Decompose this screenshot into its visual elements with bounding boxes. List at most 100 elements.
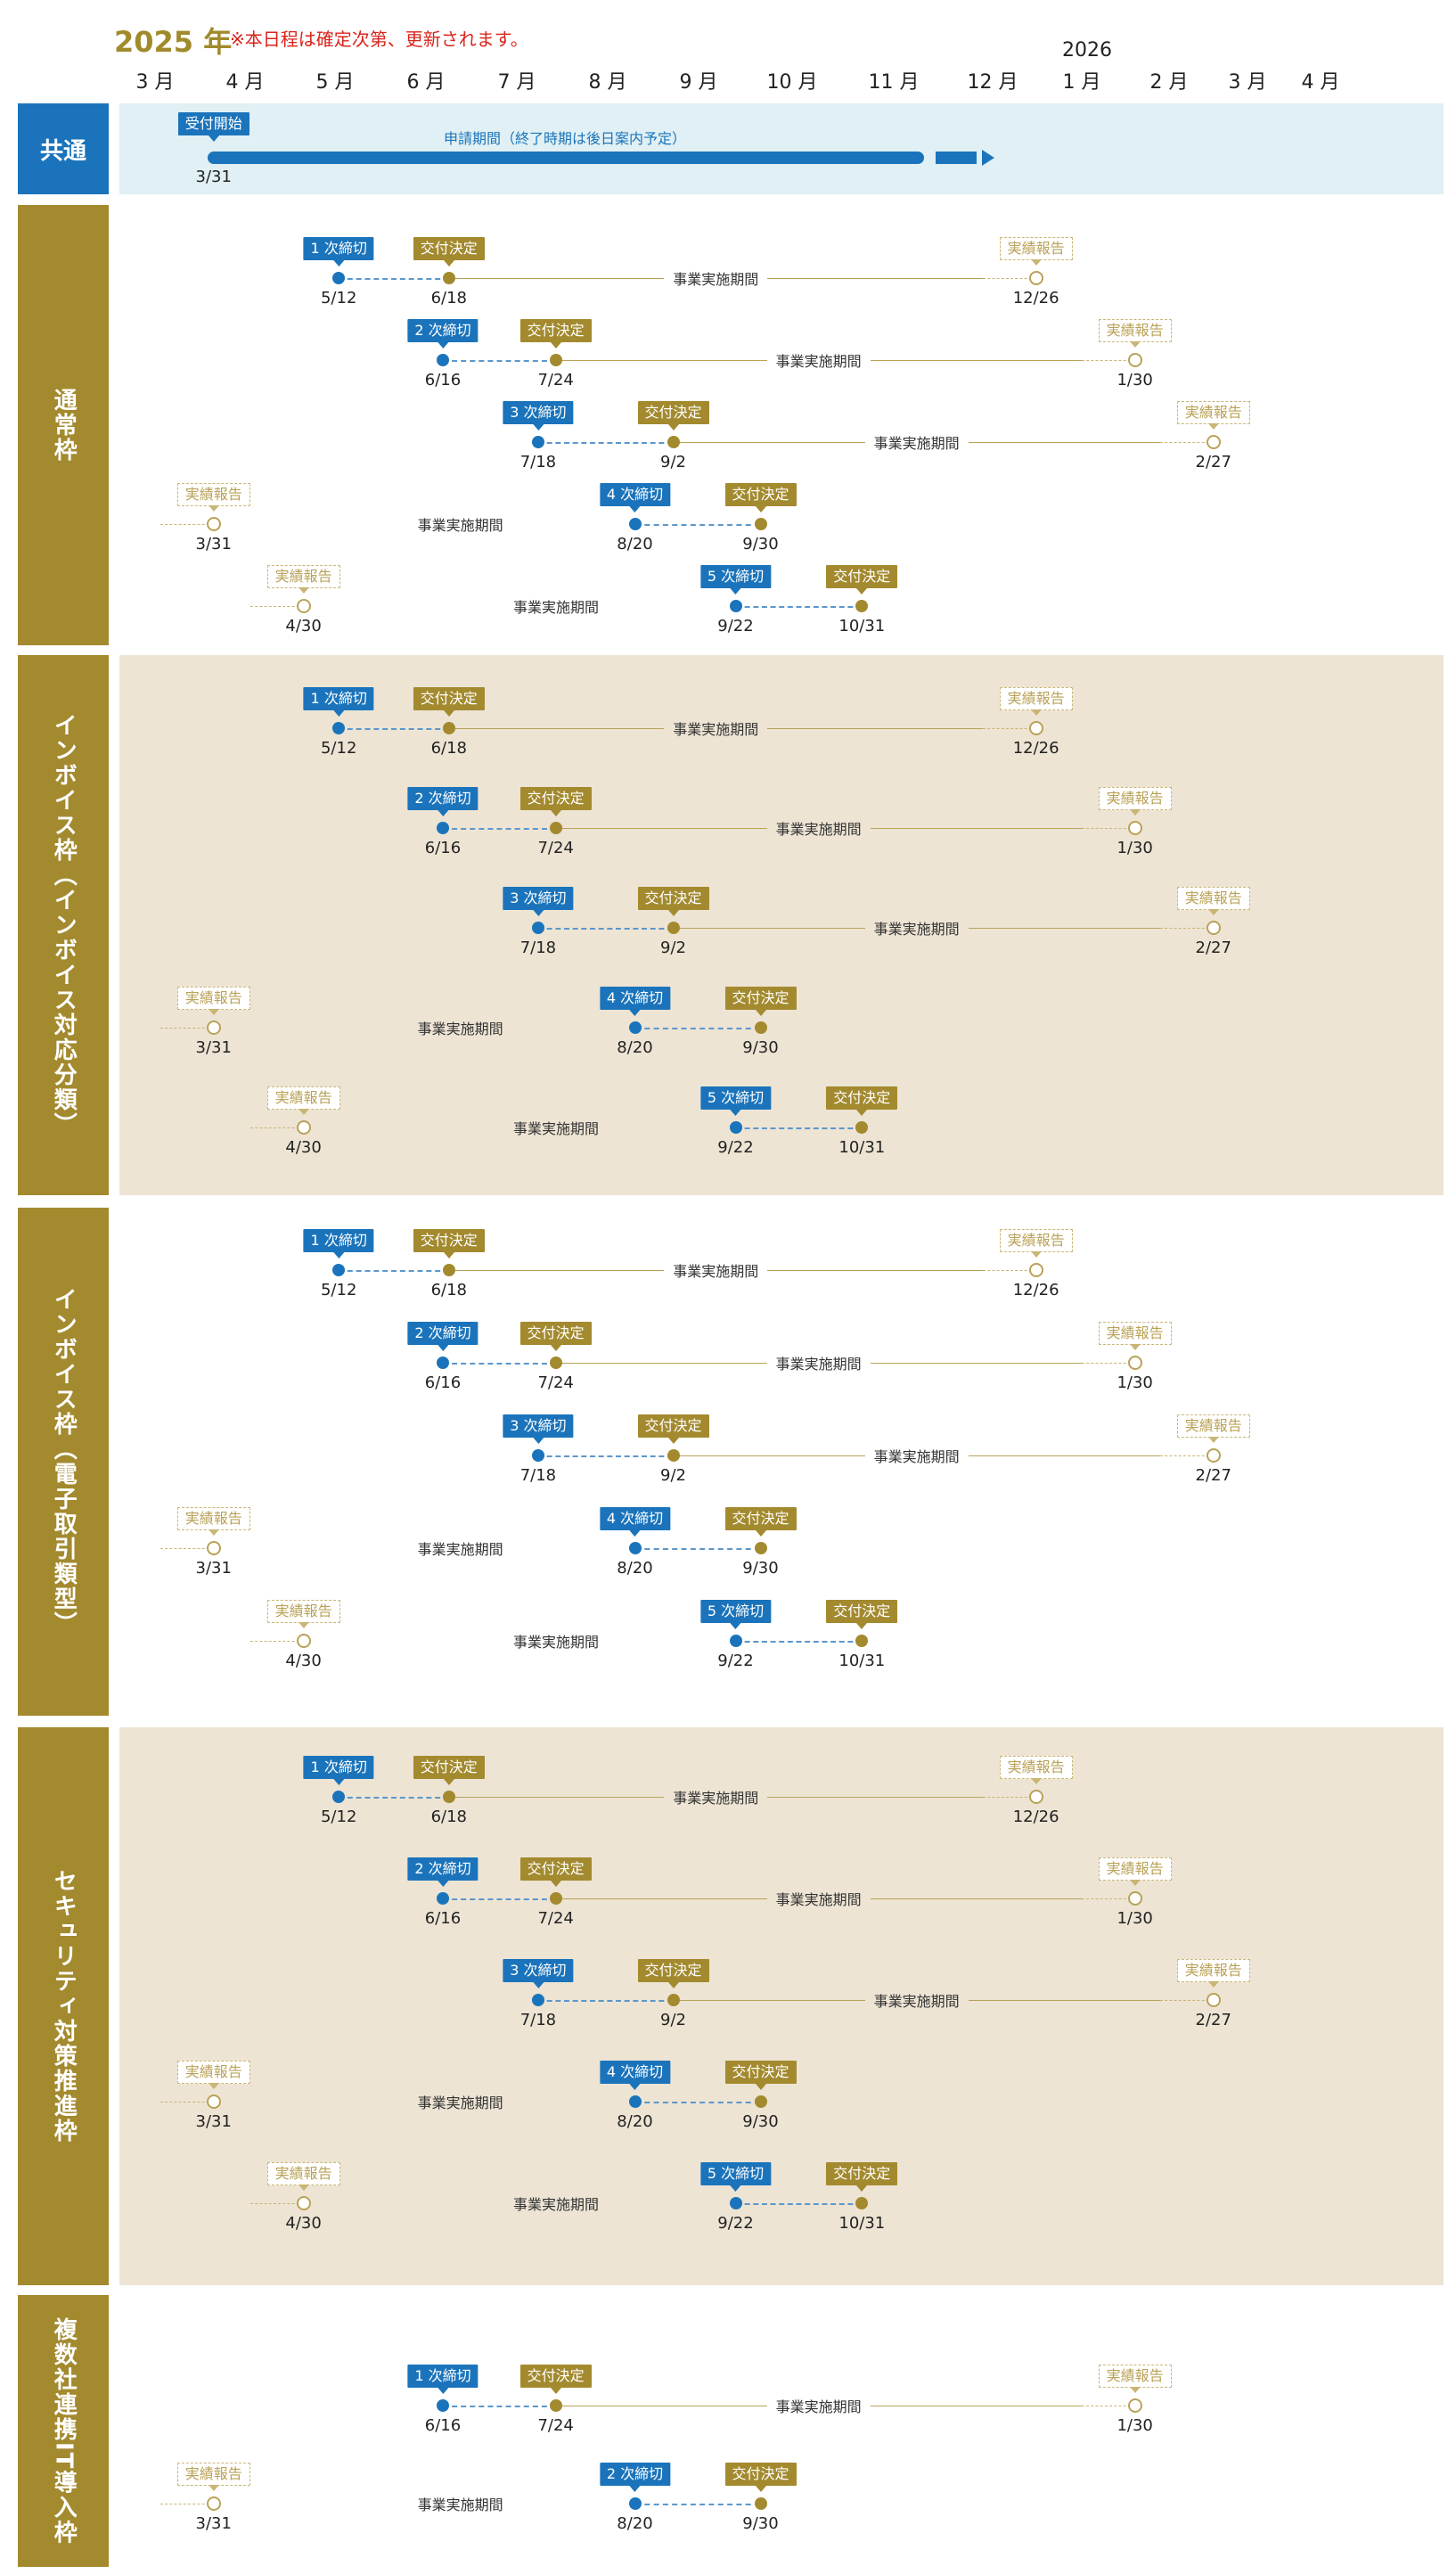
schedule-row: 4 次締切 交付決定 実績報告 事業実施期間 8/20 9/30 3/31	[119, 1727, 1444, 2285]
deadline-date: 6/16	[424, 1373, 462, 1392]
grant-dot	[754, 2095, 767, 2108]
grant-dot	[442, 1791, 455, 1803]
deadline-tag: 2 次締切	[407, 787, 479, 816]
schedule-row: 5 次締切 交付決定 実績報告 事業実施期間 9/22 10/31 4/30	[119, 1208, 1444, 1716]
grant-date: 9/2	[660, 939, 686, 957]
deadline-date: 8/20	[617, 535, 653, 553]
month-label: 10 月	[766, 71, 818, 94]
deadline-tag: 2 次締切	[407, 1322, 479, 1351]
schedule-row: 2 次締切 交付決定 実績報告 事業実施期間 8/20 9/30 3/31	[119, 2295, 1444, 2567]
report-date: 4/30	[285, 2214, 322, 2233]
deadline-tag: 5 次締切	[699, 565, 772, 594]
deadline-tag: 1 次締切	[407, 2365, 479, 2394]
report-dot	[1127, 1891, 1142, 1906]
schedule-row: 3 次締切 交付決定 実績報告 事業実施期間 7/18 9/2 2/27	[119, 205, 1444, 645]
deadline-dot	[628, 2095, 642, 2108]
deadline-to-grant-line	[339, 278, 449, 280]
grant-date: 10/31	[838, 617, 886, 635]
grant-date: 6/18	[430, 1808, 468, 1826]
grant-tag: 交付決定	[637, 401, 709, 430]
deadline-dot	[332, 722, 346, 734]
grant-dot	[855, 600, 869, 612]
month-label: 12 月	[967, 71, 1018, 94]
band-section: 通常枠 1 次締切 交付決定 実績報告 事業実施期間 5/12 6/18 12/26 2 次締切…	[18, 205, 1444, 645]
report-dot	[1206, 435, 1221, 449]
deadline-to-grant-line	[443, 2406, 556, 2407]
grant-date: 9/2	[660, 2011, 686, 2029]
deadline-tag: 3 次締切	[503, 401, 574, 430]
implementation-period-label: 事業実施期間	[864, 1989, 969, 2011]
report-dot	[1127, 353, 1142, 367]
deadline-date: 7/18	[519, 1466, 557, 1485]
deadline-to-grant-line	[537, 442, 674, 444]
report-lead-line	[1159, 1455, 1214, 1456]
deadline-tag: 4 次締切	[599, 483, 671, 512]
band-section-body: 1 次締切 交付決定 実績報告 事業実施期間 5/12 6/18 12/26 2 次締切 交付決…	[119, 205, 1444, 645]
deadline-date: 5/12	[320, 1808, 357, 1826]
implementation-period-label: 事業実施期間	[408, 1017, 512, 1038]
report-dot	[1127, 821, 1142, 835]
deadline-date: 9/22	[717, 617, 754, 635]
grant-dot	[549, 354, 562, 366]
report-tag: 実績報告	[1176, 401, 1250, 430]
report-dot	[1028, 721, 1043, 735]
grant-dot	[667, 436, 680, 448]
schedule-row: 2 次締切 交付決定 実績報告 事業実施期間 6/16 7/24 1/30	[119, 1208, 1444, 1716]
deadline-dot	[437, 2399, 449, 2412]
report-lead-line	[1159, 442, 1214, 443]
grant-date: 10/31	[838, 1652, 886, 1670]
band-section-label: 複数社連携IT導入枠	[18, 2295, 109, 2567]
report-dot	[1206, 1448, 1221, 1463]
deadline-date: 9/22	[717, 1138, 754, 1157]
implementation-period-label: 事業実施期間	[503, 1630, 608, 1652]
deadline-to-grant-line	[735, 1127, 863, 1129]
grant-tag: 交付決定	[826, 1086, 898, 1116]
deadline-date: 7/18	[519, 939, 557, 957]
deadline-to-grant-line	[339, 1797, 449, 1799]
deadline-dot	[729, 600, 742, 612]
report-tag: 実績報告	[266, 565, 340, 594]
report-dot	[206, 517, 221, 531]
report-tag: 実績報告	[1098, 787, 1172, 816]
report-tag: 実績報告	[1176, 1414, 1250, 1443]
deadline-dot	[531, 1449, 544, 1462]
report-dot	[296, 1120, 311, 1135]
grant-date: 7/24	[537, 839, 574, 857]
report-lead-line	[1159, 928, 1214, 929]
report-dot	[296, 1634, 311, 1648]
grant-tag: 交付決定	[826, 1600, 898, 1629]
schedule-row: 1 次締切 交付決定 実績報告 事業実施期間 6/16 7/24 1/30	[119, 2295, 1444, 2567]
grant-tag: 交付決定	[724, 2061, 797, 2090]
deadline-date: 8/20	[617, 2514, 653, 2533]
grant-date: 6/18	[430, 1281, 468, 1299]
report-dot	[1127, 1356, 1142, 1370]
deadline-tag: 3 次締切	[503, 1414, 574, 1444]
report-date: 12/26	[1012, 739, 1059, 758]
deadline-to-grant-line	[443, 828, 556, 830]
deadline-dot	[628, 1021, 642, 1034]
report-tag: 実績報告	[266, 1600, 340, 1628]
grant-date: 7/24	[537, 2416, 574, 2435]
schedule-row: 2 次締切 交付決定 実績報告 事業実施期間 6/16 7/24 1/30	[119, 1727, 1444, 2285]
deadline-date: 5/12	[320, 1281, 357, 1299]
report-tag: 実績報告	[999, 1756, 1073, 1784]
grant-dot	[754, 1542, 767, 1554]
report-tag: 実績報告	[1176, 1959, 1250, 1988]
deadline-date: 8/20	[617, 1559, 653, 1578]
report-lead-line	[1081, 360, 1135, 361]
report-dot	[206, 2496, 221, 2511]
month-label: 5 月	[315, 71, 355, 94]
report-date: 2/27	[1195, 2011, 1231, 2029]
implementation-period-label: 事業実施期間	[864, 431, 969, 453]
report-tag: 実績報告	[999, 237, 1073, 266]
grant-tag: 交付決定	[519, 1322, 592, 1351]
band-section-label: 通常枠	[18, 205, 109, 645]
implementation-period-label: 事業実施期間	[864, 917, 969, 939]
grant-tag: 交付決定	[826, 565, 898, 594]
schedule-row: 1 次締切 交付決定 実績報告 事業実施期間 5/12 6/18 12/26	[119, 205, 1444, 645]
deadline-to-grant-line	[443, 360, 556, 362]
grant-tag: 交付決定	[637, 887, 709, 916]
grant-tag: 交付決定	[519, 319, 592, 348]
grant-dot	[442, 272, 455, 284]
grant-tag: 交付決定	[637, 1959, 709, 1988]
